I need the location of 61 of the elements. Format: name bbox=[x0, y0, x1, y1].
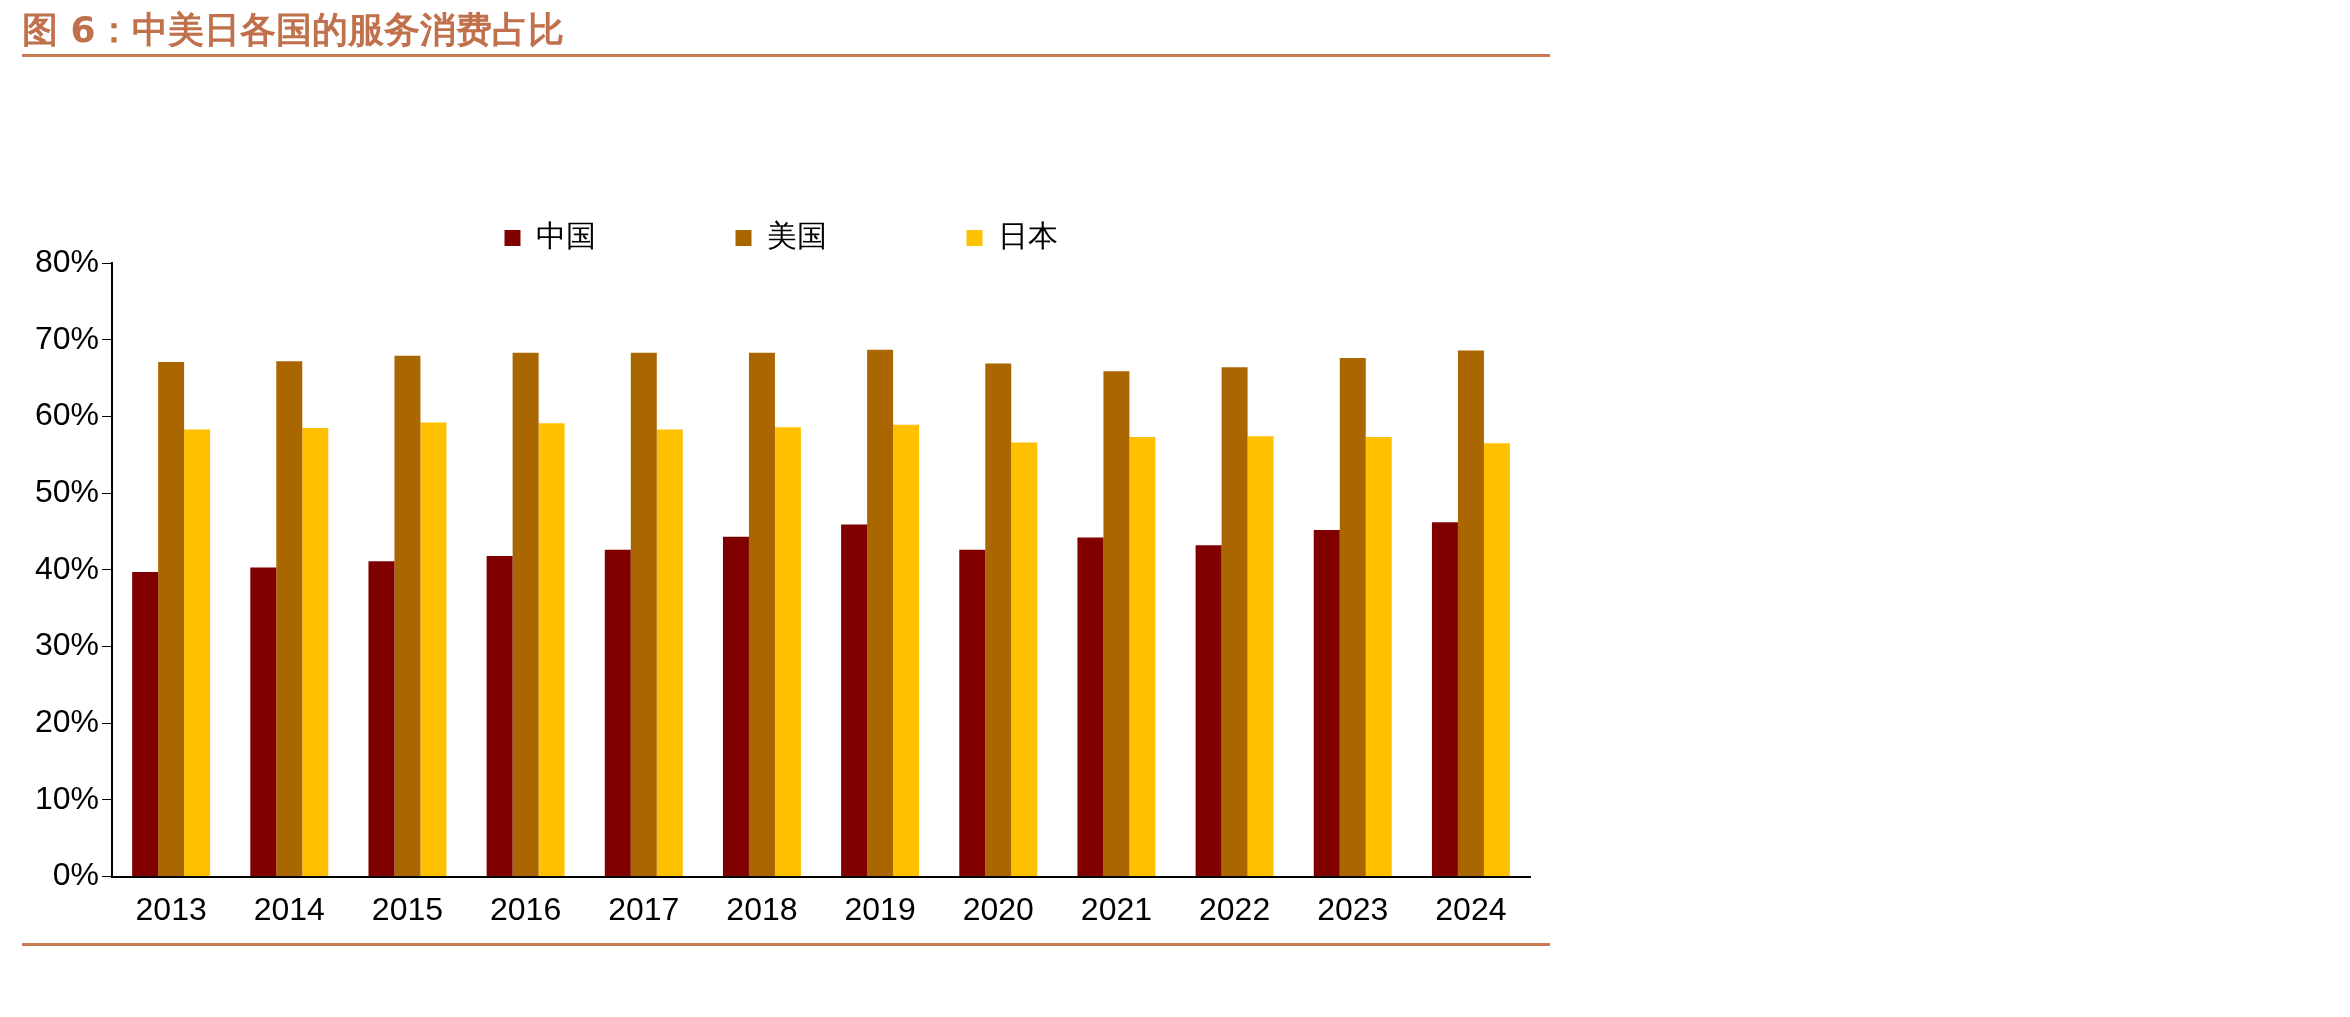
x-tick-label: 2013 bbox=[135, 890, 207, 927]
bar bbox=[1247, 436, 1274, 877]
x-tick-label: 2018 bbox=[726, 890, 798, 927]
bar bbox=[1077, 537, 1104, 877]
x-tick-label: 2022 bbox=[1199, 890, 1271, 927]
bar bbox=[656, 429, 683, 877]
bar bbox=[512, 352, 539, 877]
y-tick-label: 70% bbox=[35, 319, 100, 356]
bar bbox=[302, 427, 329, 877]
bar bbox=[1129, 437, 1156, 877]
bar bbox=[132, 572, 159, 877]
legend-label: 中国 bbox=[535, 217, 596, 253]
bar bbox=[774, 427, 801, 877]
legend-label: 美国 bbox=[766, 217, 827, 253]
bar bbox=[158, 361, 185, 877]
y-tick-label: 30% bbox=[35, 626, 100, 663]
bar bbox=[368, 561, 395, 877]
x-tick-label: 2020 bbox=[962, 890, 1034, 927]
bar bbox=[1221, 367, 1248, 877]
bar bbox=[1103, 371, 1130, 877]
x-tick-label: 2014 bbox=[253, 890, 325, 927]
bar bbox=[1431, 522, 1458, 877]
bar bbox=[1011, 442, 1038, 877]
bar bbox=[959, 549, 986, 877]
chart-title: 图 6：中美日各国的服务消费占比 bbox=[22, 8, 565, 52]
bar bbox=[184, 429, 211, 877]
bar bbox=[1195, 545, 1222, 877]
x-tick-label: 2015 bbox=[371, 890, 444, 927]
bar bbox=[538, 423, 565, 877]
bar bbox=[1313, 529, 1340, 877]
x-tick-label: 2024 bbox=[1435, 890, 1507, 927]
y-tick-label: 80% bbox=[35, 242, 100, 279]
x-tick-label: 2021 bbox=[1080, 890, 1153, 927]
bar bbox=[893, 424, 920, 877]
bar bbox=[630, 352, 657, 877]
y-tick-label: 50% bbox=[35, 472, 100, 509]
y-tick-label: 40% bbox=[35, 549, 100, 586]
y-tick-label: 60% bbox=[35, 396, 100, 433]
bar bbox=[604, 549, 631, 877]
bar bbox=[1483, 443, 1510, 877]
x-tick-label: 2019 bbox=[844, 890, 916, 927]
x-tick-label: 2017 bbox=[608, 890, 680, 927]
y-tick-label: 20% bbox=[35, 703, 100, 740]
bar bbox=[420, 422, 447, 877]
bar bbox=[394, 355, 421, 877]
bar bbox=[985, 363, 1012, 877]
bar bbox=[276, 361, 303, 877]
bar bbox=[841, 524, 868, 877]
x-tick-label: 2016 bbox=[490, 890, 562, 927]
bar bbox=[867, 349, 894, 877]
bar bbox=[1365, 437, 1392, 877]
bar bbox=[748, 352, 775, 877]
legend-label: 日本 bbox=[997, 217, 1058, 253]
x-tick-label: 2023 bbox=[1317, 890, 1389, 927]
bar bbox=[1339, 358, 1366, 877]
bar bbox=[1457, 350, 1484, 877]
y-tick-label: 10% bbox=[35, 779, 100, 816]
bar bbox=[486, 555, 513, 877]
bar bbox=[250, 567, 277, 877]
bar bbox=[722, 536, 749, 877]
y-tick-label: 0% bbox=[52, 856, 100, 893]
